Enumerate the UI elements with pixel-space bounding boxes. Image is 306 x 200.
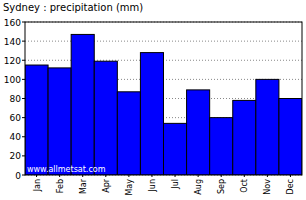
bar [71,34,94,175]
bar [140,53,163,175]
bar [279,99,302,176]
tick-mark [59,175,60,177]
plot-frame [25,22,302,175]
bar [187,90,210,175]
tick-label: 0 [15,171,21,181]
tick-mark [267,175,268,177]
category-label: Mar [79,178,88,194]
tick-mark [82,175,83,177]
watermark: www.allmetsat.com [27,165,106,174]
bar [256,79,279,175]
grid-line [25,41,302,42]
category-label: Oct [240,179,249,193]
category-label: Sep [217,179,226,194]
category-label: Apr [102,178,111,193]
bars [25,34,302,175]
tick-label: 20 [10,151,22,161]
category-label: Jul [171,179,180,190]
category-label: Nov [263,179,272,195]
tick-label: 140 [4,37,21,47]
title: Sydney : precipitation (mm) [3,2,143,13]
bar [210,118,233,175]
tick-mark [198,175,199,177]
tick-mark [36,175,37,177]
tick-mark [175,175,176,177]
bar [25,65,48,175]
tick-mark [290,175,291,177]
tick-label: 160 [4,18,21,28]
tick-mark [128,175,129,177]
tick-label: 60 [10,113,22,123]
category-label: Jun [148,179,157,193]
tick-mark [105,175,106,177]
tick-mark [221,175,222,177]
bar [48,68,71,175]
category-label: Dec [286,179,295,194]
tick-mark [244,175,245,177]
tick-label: 40 [10,132,22,142]
tick-label: 120 [4,56,21,66]
category-label: Jan [33,179,42,192]
bar [117,92,140,175]
bar [164,123,187,175]
bar [94,61,117,175]
plot-background [25,22,302,175]
tick-label: 80 [10,94,22,104]
tick-mark [151,175,152,177]
chart: Sydney : precipitation (mm) 0 20 40 60 80 100 1… [0,0,306,200]
bar [233,100,256,175]
category-label: Feb [56,179,65,193]
category-label: Aug [194,179,203,195]
category-label: May [125,179,134,196]
tick-label: 100 [4,75,21,85]
